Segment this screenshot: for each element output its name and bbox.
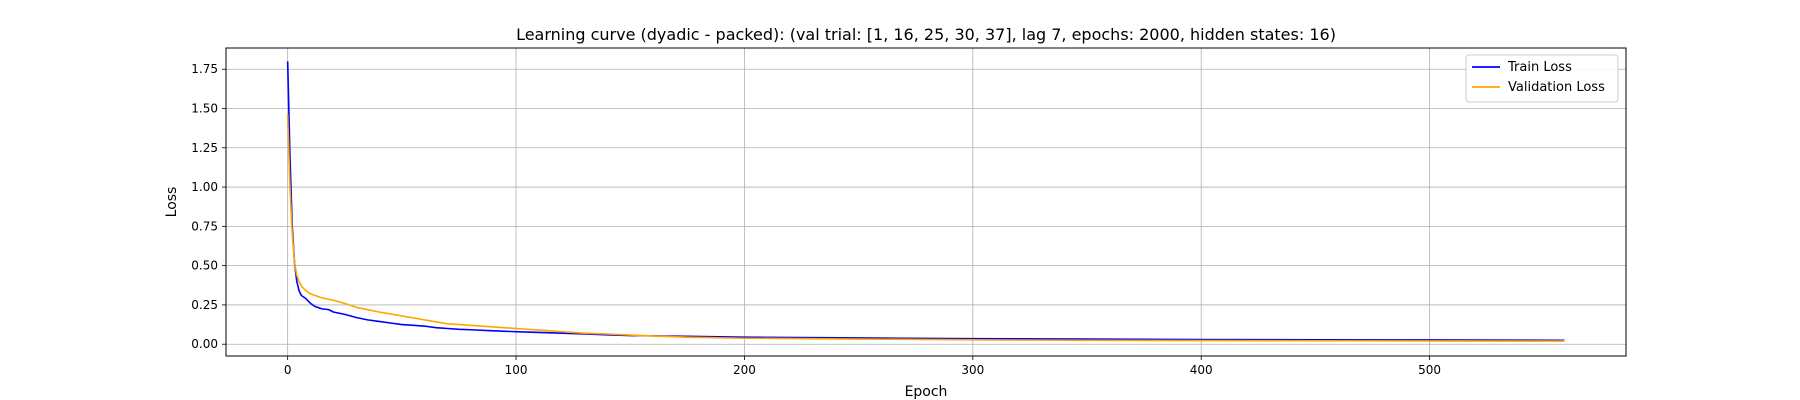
grid-layer xyxy=(226,48,1626,356)
tick-layer: 0 100 200 300 400 500 0.00 0.25 0.50 0.75 1.00 1.25… xyxy=(191,62,1441,377)
legend-label-train-loss: Train Loss xyxy=(1507,60,1572,75)
x-tick-label: 100 xyxy=(505,363,528,377)
series-line-train-loss xyxy=(286,61,1565,342)
legend: Train Loss Validation Loss xyxy=(1465,54,1619,103)
series-layer xyxy=(286,61,1565,342)
x-tick-label: 0 xyxy=(284,363,292,377)
y-tick-label: 0.75 xyxy=(191,219,218,233)
x-tick-label: 200 xyxy=(733,363,756,377)
x-axis-label: Epoch xyxy=(905,384,948,400)
plot-frame xyxy=(225,47,1627,357)
x-tick-label: 300 xyxy=(961,363,984,377)
y-tick-label: 0.25 xyxy=(191,298,218,312)
x-tick-label: 500 xyxy=(1418,363,1441,377)
y-tick-label: 0.50 xyxy=(191,259,218,273)
y-axis-label: Loss xyxy=(164,187,180,218)
y-tick-label: 1.75 xyxy=(191,62,218,76)
legend-box xyxy=(1465,54,1619,103)
y-tick-label: 1.50 xyxy=(191,102,218,116)
chart-title: Learning curve (dyadic - packed): (val t… xyxy=(516,25,1336,44)
y-tick-label: 1.00 xyxy=(191,180,218,194)
series-line-validation-loss xyxy=(286,114,1565,342)
legend-label-validation-loss: Validation Loss xyxy=(1508,80,1605,95)
x-tick-label: 400 xyxy=(1190,363,1213,377)
y-tick-label: 1.25 xyxy=(191,141,218,155)
y-tick-label: 0.00 xyxy=(191,337,218,351)
